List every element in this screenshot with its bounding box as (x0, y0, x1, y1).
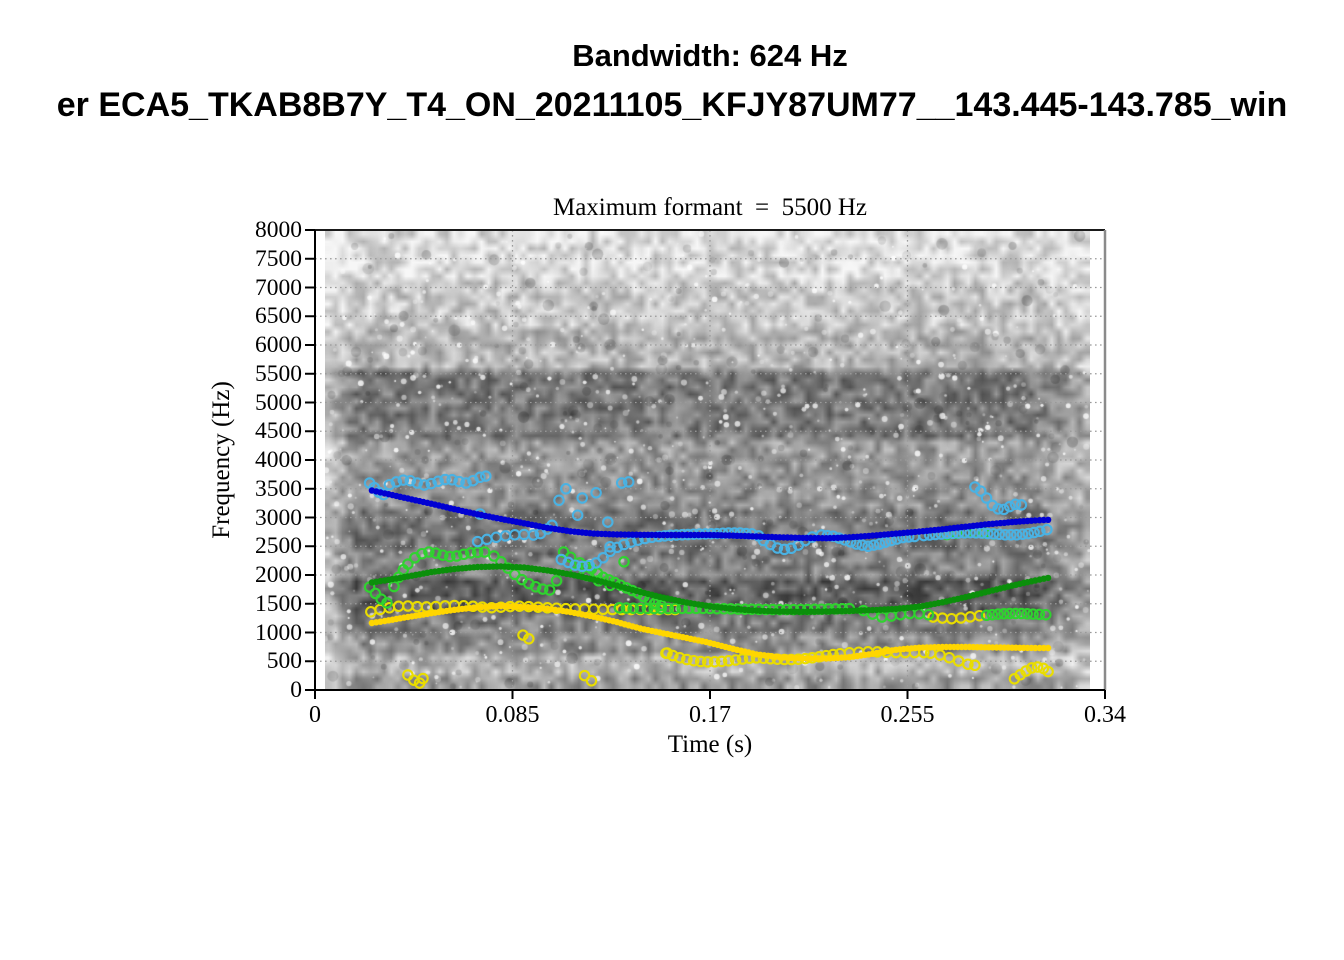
spectrogram-canvas (325, 231, 1090, 689)
y-tick-label: 500 (266, 648, 302, 675)
y-tick-label: 0 (290, 677, 302, 703)
x-tick-label: 0.255 (880, 702, 935, 728)
y-tick-label: 7500 (255, 245, 302, 272)
y-tick-label: 4500 (255, 418, 302, 445)
x-tick-label: 0.34 (1084, 702, 1126, 728)
main-title: Bandwidth: 624 Hz (572, 38, 848, 73)
x-tick-label: 0.085 (485, 702, 540, 728)
y-tick-label: 5000 (255, 389, 302, 416)
y-tick-label: 2500 (255, 533, 302, 560)
y-tick-label: 1000 (255, 619, 302, 646)
x-tick-label: 0 (309, 702, 321, 728)
file-subtitle: er ECA5_TKAB8B7Y_T4_ON_20211105_KFJY87UM… (56, 86, 1288, 124)
y-tick-label: 5500 (255, 360, 302, 387)
y-tick-label: 6000 (255, 332, 302, 358)
y-tick-label: 6500 (255, 303, 302, 330)
y-tick-label: 4000 (255, 447, 302, 473)
x-axis-label: Time (s) (667, 731, 753, 758)
x-tick-label: 0.17 (689, 702, 731, 728)
y-tick-label: 3500 (255, 475, 302, 502)
y-tick-label: 7000 (255, 274, 302, 301)
y-tick-label: 1500 (255, 590, 302, 617)
y-tick-label: 2000 (255, 562, 302, 588)
plot-title: Maximum formant = 5500 Hz (552, 194, 868, 221)
y-tick-label: 8000 (255, 217, 302, 243)
y-tick-label: 3000 (255, 504, 302, 531)
